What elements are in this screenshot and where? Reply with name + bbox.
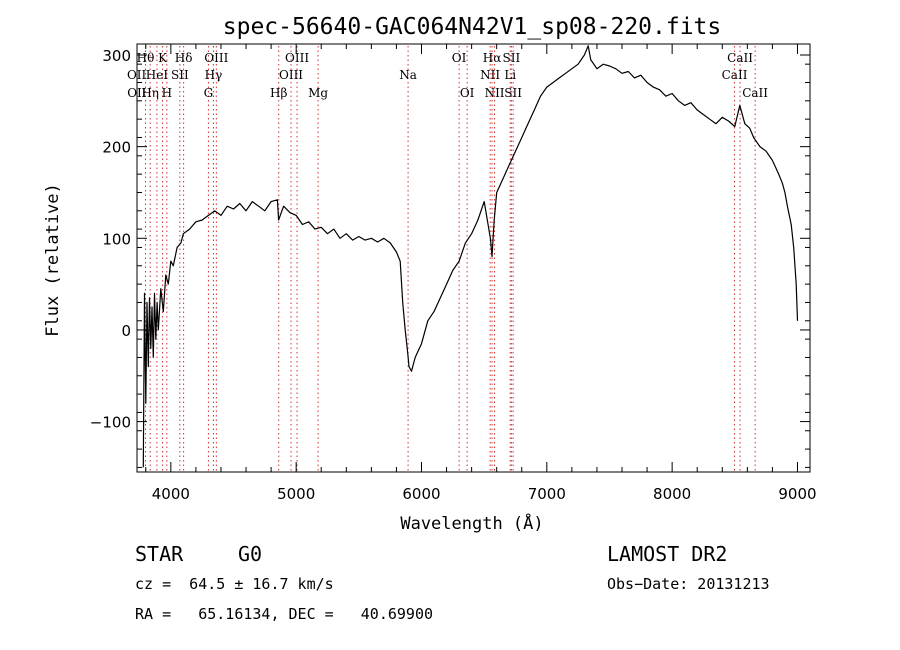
- spectral-subclass: G0: [238, 542, 263, 566]
- y-tick-label-0: −100: [90, 414, 131, 432]
- line-label-4: OIII: [285, 51, 309, 65]
- redshift-value: cz = 64.5 ± 16.7 km/s: [135, 575, 334, 593]
- line-label-22: Hβ: [270, 86, 287, 100]
- line-label-8: CaII: [727, 51, 753, 65]
- object-class: STAR: [135, 542, 184, 566]
- line-label-24: OI: [460, 86, 475, 100]
- line-label-2: Hδ: [175, 51, 193, 65]
- line-label-27: CaII: [742, 86, 768, 100]
- coordinates: RA = 65.16134, DEC = 40.69900: [135, 605, 434, 623]
- y-axis: −100 0 100 200 300: [90, 47, 810, 468]
- survey-name: LAMOST DR2: [607, 542, 728, 566]
- line-label-10: HeI: [146, 68, 169, 82]
- y-axis-label: Flux (relative): [43, 183, 63, 337]
- x-tick-label-3: 7000: [528, 485, 566, 503]
- x-tick-label-2: 6000: [402, 485, 440, 503]
- line-label-12: Hγ: [205, 68, 223, 82]
- y-tick-label-2: 100: [102, 230, 131, 248]
- chart-title: spec-56640-GAC064N42V1_sp08-220.fits: [223, 14, 722, 40]
- line-label-1: K: [158, 51, 168, 65]
- line-label-19: Hη: [141, 86, 159, 100]
- spectral-line-markers: [145, 46, 756, 472]
- line-label-6: Hα: [483, 51, 502, 65]
- line-label-13: OIII: [279, 68, 303, 82]
- line-label-16: Li: [504, 68, 516, 82]
- spectrum-line: [142, 45, 799, 468]
- x-axis: 4000 5000 6000 7000 8000 9000: [145, 44, 817, 503]
- line-label-21: G: [204, 86, 214, 100]
- line-label-11: SII: [171, 68, 189, 82]
- line-label-7: SII: [502, 51, 520, 65]
- x-tick-label-0: 4000: [152, 485, 190, 503]
- line-label-15: NII: [480, 68, 500, 82]
- line-label-0: Hθ: [137, 51, 155, 65]
- line-label-17: CaII: [722, 68, 748, 82]
- line-label-25: NII: [485, 86, 505, 100]
- line-label-3: OIII: [204, 51, 228, 65]
- line-label-14: Na: [399, 68, 417, 82]
- line-label-23: Mg: [308, 86, 328, 100]
- y-tick-label-3: 200: [102, 139, 131, 157]
- observation-date: Obs−Date: 20131213: [607, 575, 770, 593]
- line-label-5: OI: [452, 51, 467, 65]
- x-tick-label-1: 5000: [277, 485, 315, 503]
- plot-frame: [136, 43, 811, 473]
- line-label-20: H: [162, 86, 172, 100]
- y-tick-label-1: 0: [121, 322, 131, 340]
- x-axis-label: Wavelength (Å): [400, 512, 543, 534]
- x-tick-label-4: 8000: [653, 485, 691, 503]
- x-tick-label-5: 9000: [778, 485, 816, 503]
- y-tick-label-4: 300: [102, 47, 131, 65]
- line-label-26: SII: [504, 86, 522, 100]
